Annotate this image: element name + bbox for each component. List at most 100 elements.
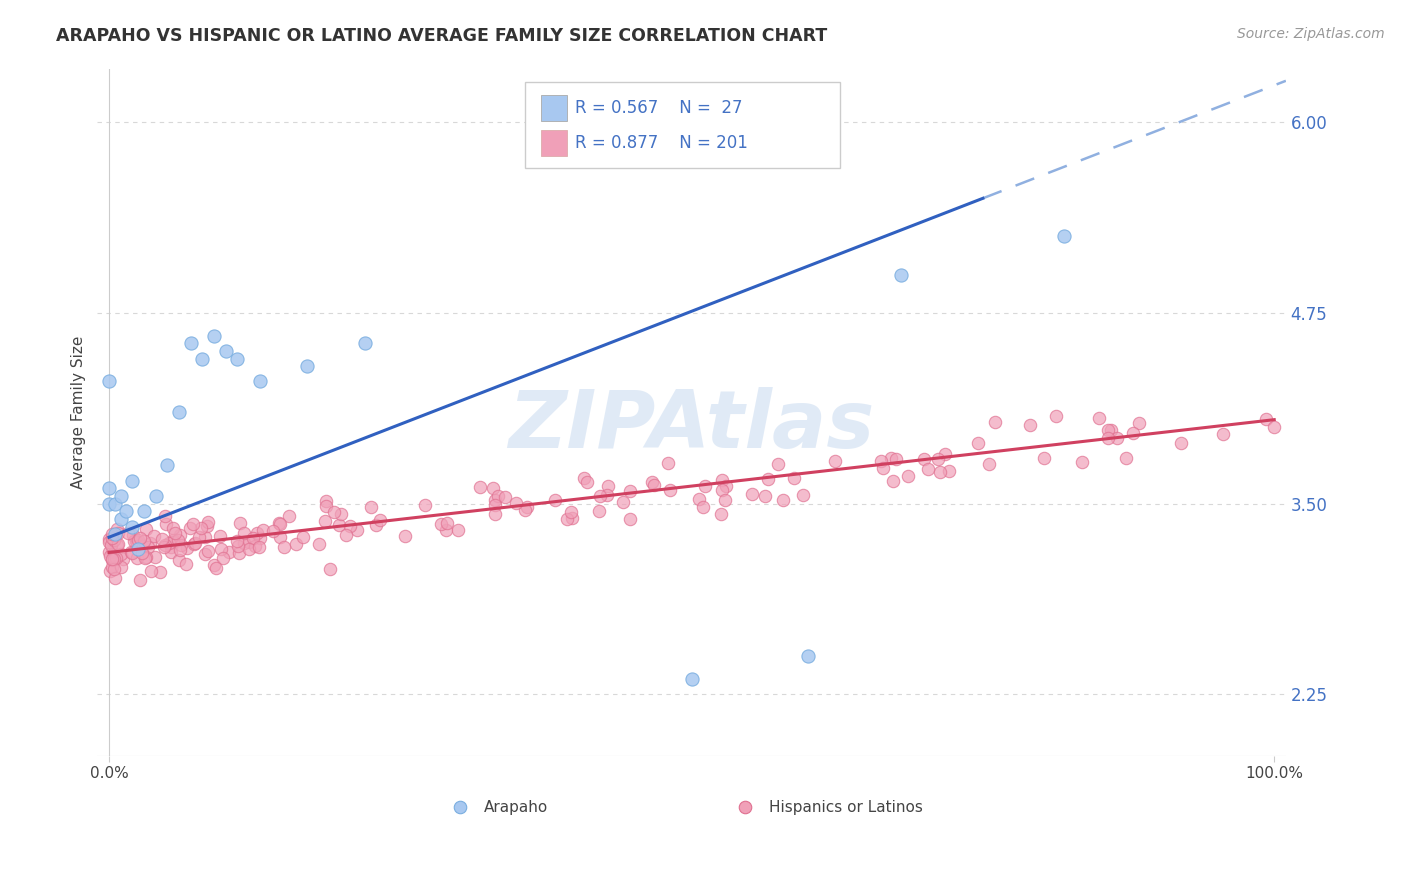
Point xyxy=(128,532,150,546)
Point xyxy=(98,549,121,563)
Point xyxy=(1263,420,1285,434)
Point xyxy=(204,561,226,575)
Text: Source: ZipAtlas.com: Source: ZipAtlas.com xyxy=(1237,27,1385,41)
Point xyxy=(184,536,207,550)
Point xyxy=(415,499,437,513)
Point xyxy=(101,527,124,541)
Point xyxy=(657,456,679,470)
Point xyxy=(1122,426,1144,441)
Point xyxy=(110,560,132,574)
Point xyxy=(131,539,153,553)
Point xyxy=(98,533,121,547)
Point xyxy=(797,649,820,664)
Point xyxy=(252,523,274,537)
Point xyxy=(917,462,939,476)
Point xyxy=(120,545,142,559)
Point xyxy=(100,559,122,574)
Point xyxy=(714,479,737,493)
Point xyxy=(482,481,505,495)
Point xyxy=(544,493,567,508)
Point xyxy=(150,532,173,546)
Point xyxy=(121,528,143,542)
Point xyxy=(368,513,391,527)
Point xyxy=(1032,450,1054,465)
Point xyxy=(162,521,184,535)
Text: R = 0.567    N =  27: R = 0.567 N = 27 xyxy=(575,99,742,117)
Point xyxy=(104,571,127,585)
Point xyxy=(135,549,157,564)
Point xyxy=(232,536,254,550)
Point xyxy=(170,537,193,551)
Point xyxy=(153,509,176,524)
Point xyxy=(195,518,218,533)
Point xyxy=(226,351,249,366)
Point xyxy=(741,486,763,500)
Point xyxy=(486,489,509,503)
Text: Hispanics or Latinos: Hispanics or Latinos xyxy=(769,799,922,814)
Point xyxy=(322,505,344,519)
Point xyxy=(142,529,165,543)
Point xyxy=(226,539,249,553)
Point xyxy=(447,524,470,538)
Point xyxy=(169,543,191,558)
Point xyxy=(111,551,134,566)
Point xyxy=(249,532,271,546)
Point xyxy=(269,530,291,544)
Point xyxy=(643,477,665,491)
Point xyxy=(884,452,907,467)
Point xyxy=(681,672,703,686)
Point xyxy=(121,546,143,560)
Point xyxy=(308,537,330,551)
Point xyxy=(129,573,152,587)
Point xyxy=(101,545,124,559)
Point xyxy=(756,473,779,487)
Point xyxy=(226,533,249,548)
Point xyxy=(1254,411,1277,425)
Point xyxy=(1097,432,1119,446)
Point xyxy=(710,507,733,521)
Point xyxy=(98,375,121,389)
Point xyxy=(132,504,155,518)
Point xyxy=(364,518,387,533)
Point xyxy=(247,541,270,555)
Point xyxy=(228,546,250,560)
Point xyxy=(183,537,205,551)
Point xyxy=(484,508,506,522)
Point xyxy=(938,464,960,478)
Point xyxy=(167,533,190,547)
Point xyxy=(202,558,225,572)
Point xyxy=(100,538,122,552)
Point xyxy=(176,541,198,555)
Point xyxy=(588,504,610,518)
Point xyxy=(292,530,315,544)
Point xyxy=(153,538,176,552)
Point xyxy=(104,497,127,511)
Point xyxy=(560,505,582,519)
Point xyxy=(555,512,578,526)
Point xyxy=(1105,431,1128,445)
Point xyxy=(710,473,733,487)
Text: ARAPAHO VS HISPANIC OR LATINO AVERAGE FAMILY SIZE CORRELATION CHART: ARAPAHO VS HISPANIC OR LATINO AVERAGE FA… xyxy=(56,27,828,45)
Point xyxy=(194,547,217,561)
Point xyxy=(792,488,814,502)
Point xyxy=(713,493,735,508)
Point xyxy=(262,524,284,539)
Point xyxy=(314,515,336,529)
Point xyxy=(641,475,664,489)
Point xyxy=(232,525,254,540)
Point xyxy=(574,471,596,485)
Point xyxy=(246,526,269,541)
Text: ZIPAtlas: ZIPAtlas xyxy=(509,387,875,465)
Point xyxy=(105,538,128,552)
Point xyxy=(710,483,733,497)
Point xyxy=(880,451,903,466)
Point xyxy=(149,566,172,580)
Point xyxy=(360,500,382,514)
Point xyxy=(912,451,935,466)
Point xyxy=(328,517,350,532)
Point xyxy=(127,542,149,557)
Point xyxy=(394,529,416,543)
Point xyxy=(190,521,212,535)
Point xyxy=(890,268,912,282)
Point xyxy=(984,415,1007,429)
